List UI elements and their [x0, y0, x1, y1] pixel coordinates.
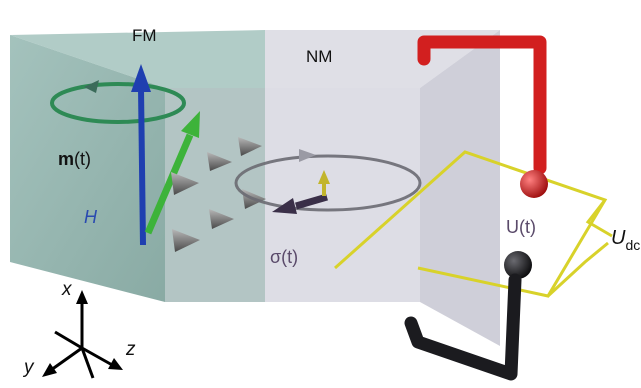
ac-voltage-label: U(t) — [506, 217, 536, 237]
field-label: H — [84, 207, 97, 227]
magnetization-time: (t) — [74, 149, 92, 169]
dc-voltage-subscript: dc — [625, 237, 641, 253]
bottom-lead — [404, 251, 532, 381]
axis-x-label: x — [62, 279, 72, 300]
sigma-ring — [234, 149, 422, 212]
field-arrow — [131, 64, 151, 246]
magnetization-symbol: m — [58, 149, 75, 169]
sigma-label: σ(t) — [270, 247, 299, 267]
axis-z-label: z — [126, 339, 136, 360]
dc-voltage-label: Udc — [611, 227, 640, 252]
sigma-arrow — [272, 170, 330, 214]
coordinate-axes — [42, 290, 123, 379]
precession-ring — [50, 80, 186, 124]
top-lead — [417, 35, 548, 198]
dc-circuit — [334, 150, 613, 298]
fm-label: FM — [132, 26, 157, 45]
fm-block — [10, 30, 265, 302]
magnetization-arrow — [144, 111, 200, 235]
dc-voltage-symbol: U — [611, 227, 626, 249]
magnetization-label: m(t) — [58, 150, 91, 168]
axis-y-label: y — [24, 357, 34, 378]
nm-label: NM — [306, 47, 333, 66]
